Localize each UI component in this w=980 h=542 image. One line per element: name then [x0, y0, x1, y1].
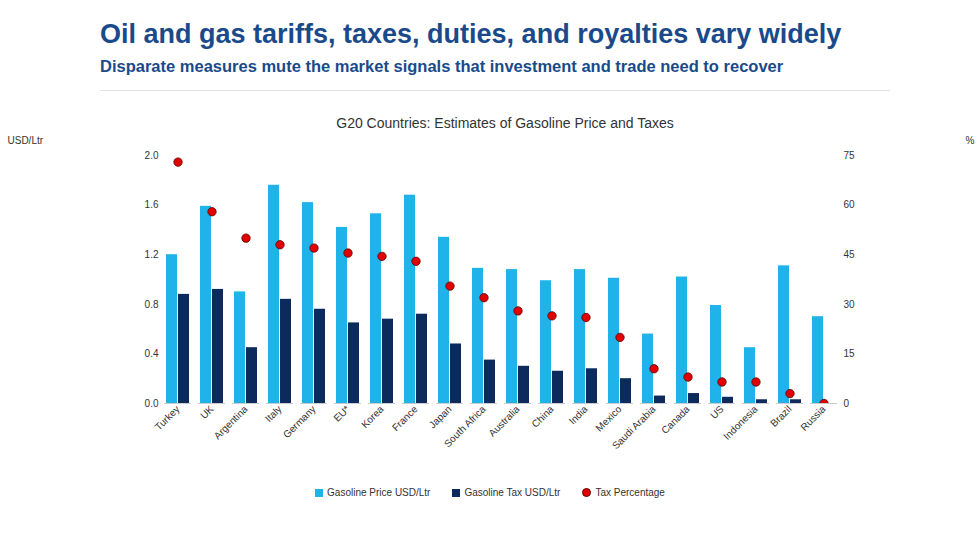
svg-text:30: 30 [844, 299, 856, 310]
svg-text:Italy: Italy [263, 403, 284, 424]
svg-text:Turkey: Turkey [152, 403, 182, 433]
html-text:Gasoline Tax USD/Ltr: Gasoline Tax USD/Ltr [464, 487, 561, 498]
svg-text:%: % [966, 135, 975, 146]
svg-text:0.0: 0.0 [145, 398, 159, 409]
svg-text:India: India [567, 403, 590, 426]
svg-text:15: 15 [844, 348, 856, 359]
svg-text:Germany: Germany [281, 403, 318, 440]
html-text:Tax Percentage: Tax Percentage [595, 487, 665, 498]
svg-text:0: 0 [844, 398, 850, 409]
svg-text:EU*: EU* [331, 403, 351, 423]
svg-text:US: US [708, 403, 726, 421]
svg-text:USD/Ltr: USD/Ltr [8, 135, 44, 146]
svg-text:45: 45 [844, 249, 856, 260]
svg-text:Argentina: Argentina [212, 403, 250, 441]
svg-text:2.0: 2.0 [145, 150, 159, 161]
svg-text:Korea: Korea [359, 403, 386, 430]
html-text:Disparate measures mute the ma: Disparate measures mute the market signa… [100, 57, 784, 75]
html-text:Gasoline Price USD/Ltr: Gasoline Price USD/Ltr [327, 487, 431, 498]
svg-text:Saudi Arabia: Saudi Arabia [610, 403, 658, 451]
svg-text:UK: UK [198, 403, 216, 421]
svg-text:1.6: 1.6 [145, 199, 159, 210]
html-text:G20 Countries: Estimates of Ga: G20 Countries: Estimates of Gasoline Pri… [336, 115, 674, 131]
svg-text:75: 75 [844, 150, 856, 161]
svg-text:Russia: Russia [798, 403, 828, 433]
svg-text:Indonesia: Indonesia [721, 403, 760, 442]
svg-text:Australia: Australia [486, 403, 522, 439]
svg-text:South Africa: South Africa [442, 403, 488, 449]
svg-text:Canada: Canada [659, 403, 692, 436]
html-text:Oil and gas tariffs, taxes, du: Oil and gas tariffs, taxes, duties, and … [100, 19, 842, 49]
svg-text:60: 60 [844, 199, 856, 210]
svg-text:0.8: 0.8 [145, 299, 159, 310]
svg-text:China: China [529, 403, 556, 430]
svg-text:Japan: Japan [427, 403, 454, 430]
svg-text:France: France [390, 403, 420, 433]
svg-text:1.2: 1.2 [145, 249, 159, 260]
svg-text:0.4: 0.4 [145, 348, 159, 359]
svg-text:Brazil: Brazil [768, 403, 793, 428]
svg-text:Mexico: Mexico [593, 403, 623, 433]
